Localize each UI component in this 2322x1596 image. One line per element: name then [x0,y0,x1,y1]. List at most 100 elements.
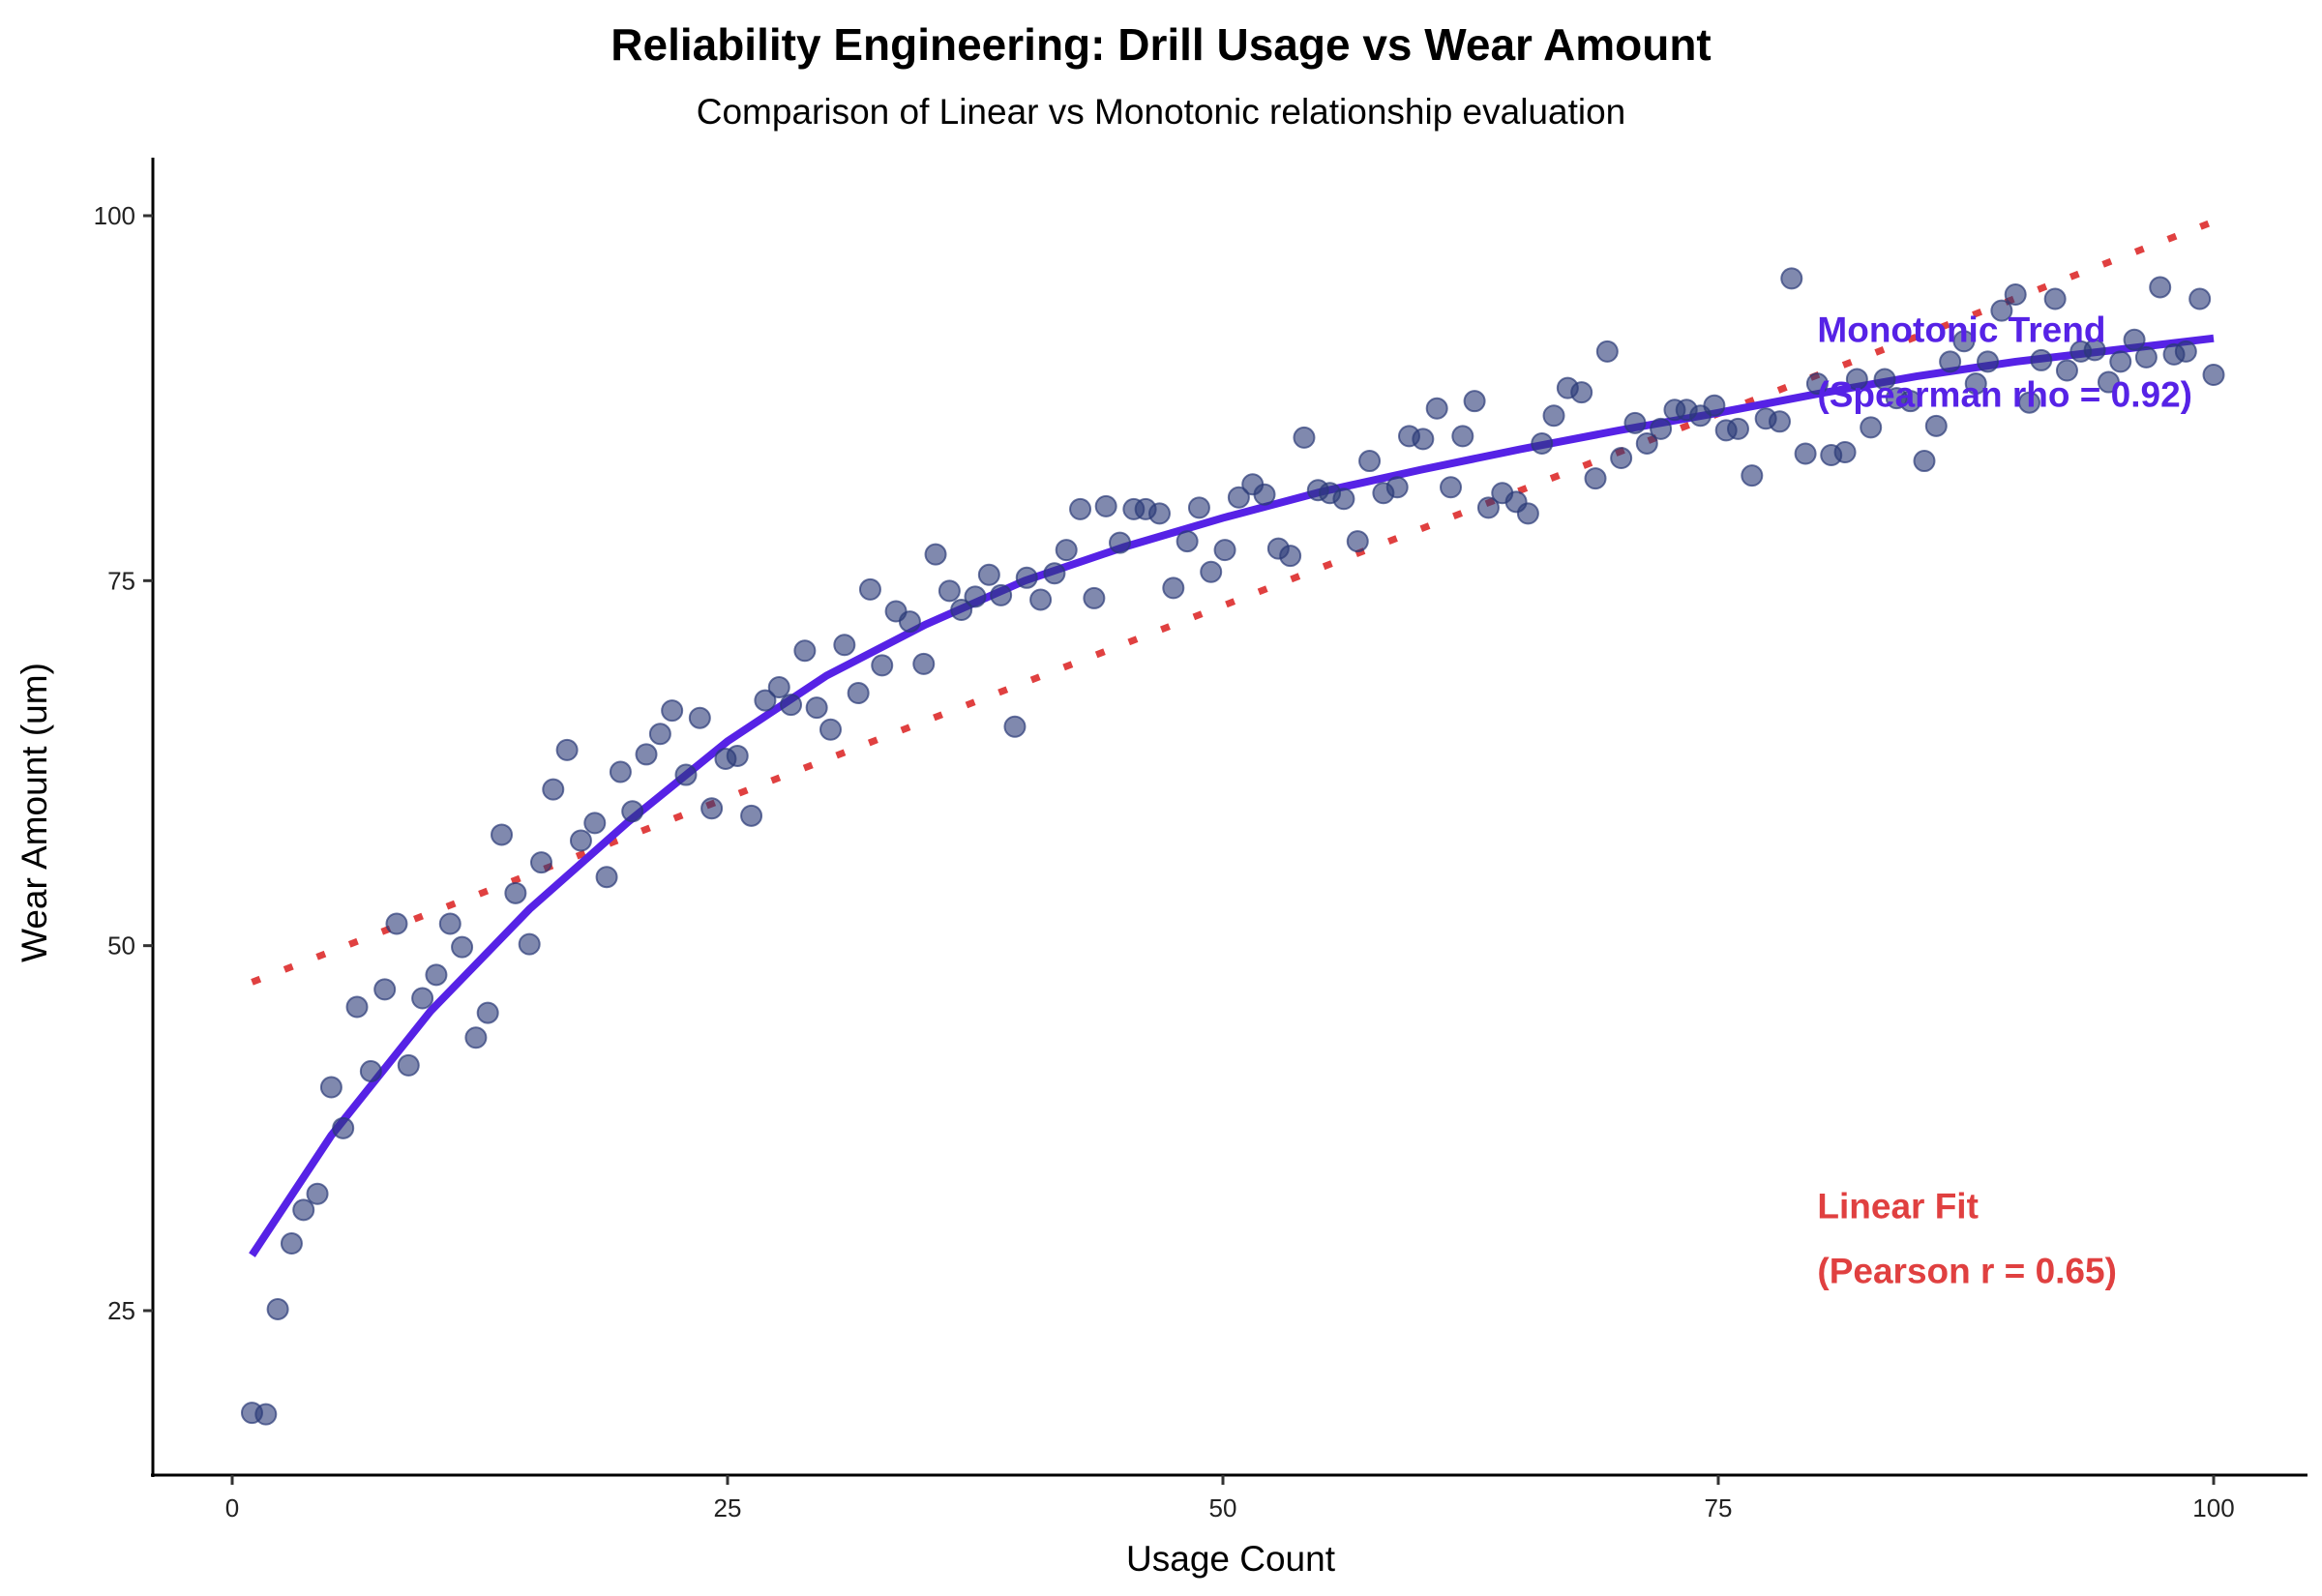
data-point [740,804,763,827]
annotations: Monotonic Trend (Spearman rho = 0.92) Li… [1817,310,2192,1291]
data-point [1279,545,1302,568]
data-point [1924,414,1948,437]
data-point [1805,372,1829,396]
data-point [1703,394,1726,417]
data-point [1964,372,1987,396]
data-point [476,1001,499,1024]
y-tick-label: 25 [107,1296,135,1325]
data-point [1726,417,1749,440]
data-point [1610,447,1633,470]
data-point [754,689,777,712]
data-point [1176,530,1199,553]
data-point [977,563,1000,586]
data-point [1650,417,1673,440]
data-point [871,654,894,677]
data-point [1952,330,1976,353]
data-point [583,812,607,835]
x-ticks: 0 25 50 75 100 [225,1475,2235,1522]
data-point [1412,428,1435,451]
data-point [1003,715,1027,738]
data-point [2097,370,2120,394]
y-tick-label: 50 [107,931,135,961]
data-point [555,738,579,761]
data-point [2018,391,2041,414]
data-point [359,1059,382,1082]
x-tick-label: 75 [1705,1493,1733,1522]
data-point [2109,350,2132,373]
data-point [1845,368,1868,391]
data-point [964,585,987,608]
data-point [345,995,369,1019]
data-point [648,723,671,746]
data-point [2149,276,2172,299]
data-point [1913,450,1936,473]
linear-fit-line [251,218,2216,986]
data-point [1094,494,1117,517]
data-point [529,851,552,874]
linear-annotation-line2: (Pearson r = 0.65) [1817,1251,2117,1290]
data-point [609,760,632,783]
data-point [1542,404,1565,428]
data-points [240,267,2225,1426]
data-point [1055,539,1078,562]
data-point [518,932,541,956]
y-tick-label: 100 [94,201,135,230]
data-point [1635,431,1658,455]
data-point [397,1053,420,1077]
data-point [1043,562,1066,585]
data-point [924,543,947,566]
data-point [332,1116,355,1139]
data-point [1463,390,1486,413]
data-point [373,978,397,1001]
data-point [1069,497,1092,520]
data-point [1029,588,1053,611]
data-point [1990,299,2013,322]
data-point [726,744,749,767]
data-point [542,778,565,801]
data-point [1584,467,1607,490]
data-point [438,912,461,935]
data-point [2188,287,2212,310]
data-point [292,1198,315,1222]
data-point [621,800,644,823]
data-point [1227,486,1250,509]
data-point [1939,350,1962,373]
data-point [1451,425,1474,448]
data-point [2030,348,2053,371]
y-ticks: 25 50 75 100 [94,201,153,1325]
data-point [1147,502,1171,525]
data-point [1109,531,1132,554]
monotonic-annotation-line2: (Spearman rho = 0.92) [1817,375,2192,415]
data-point [254,1403,278,1426]
data-point [2134,345,2158,369]
data-point [1595,340,1619,363]
data-point [898,610,921,634]
data-point [1162,576,1185,600]
data-point [1768,410,1791,433]
data-point [1213,539,1236,562]
data-point [1425,397,1448,420]
data-point [700,797,724,820]
data-point [306,1182,329,1205]
data-point [319,1076,342,1099]
data-point [1083,586,1106,609]
data-point [688,706,711,729]
data-point [2083,339,2106,362]
data-point [661,699,684,723]
data-point [2202,364,2225,387]
data-point [912,652,936,675]
data-point [451,935,474,959]
data-point [1253,483,1276,506]
data-point [780,694,803,717]
data-point [595,866,618,889]
y-tick-label: 75 [107,566,135,595]
y-axis-label: Wear Amount (um) [15,663,54,962]
data-point [280,1232,303,1256]
data-point [1358,450,1382,473]
data-point [1516,502,1539,525]
data-point [2123,328,2146,351]
data-point [1440,476,1463,499]
data-point [1977,350,2000,373]
data-point [858,577,881,601]
